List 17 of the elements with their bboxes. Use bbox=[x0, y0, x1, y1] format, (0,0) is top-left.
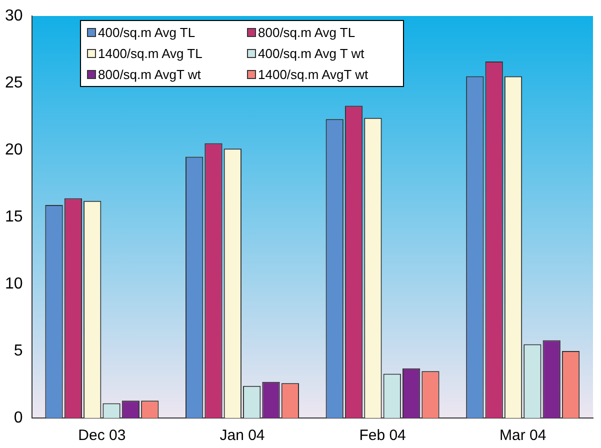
legend-label: 400/sq.m Avg TL bbox=[98, 25, 196, 40]
legend-label: 1400/sq.m Avg TL bbox=[98, 46, 202, 61]
y-tick-label: 20 bbox=[5, 141, 23, 158]
x-tick-label: Feb 04 bbox=[359, 427, 406, 444]
legend-label: 800/sq.m Avg TL bbox=[258, 25, 356, 40]
legend-label: 1400/sq.m AvgT wt bbox=[258, 67, 368, 82]
x-tick-label: Jan 04 bbox=[220, 427, 265, 444]
y-tick-label: 10 bbox=[5, 275, 23, 292]
y-tick-label: 15 bbox=[5, 208, 23, 226]
y-tick-label: 0 bbox=[14, 409, 23, 426]
y-tick-label: 30 bbox=[5, 7, 23, 24]
y-tick-label: 25 bbox=[5, 74, 23, 92]
legend-label: 400/sq.m Avg T wt bbox=[258, 46, 364, 61]
y-tick-label: 5 bbox=[14, 342, 23, 360]
x-tick-label: Dec 03 bbox=[78, 427, 126, 444]
legend-label: 800/sq.m AvgT wt bbox=[98, 67, 201, 82]
x-tick-label: Mar 04 bbox=[500, 427, 546, 444]
